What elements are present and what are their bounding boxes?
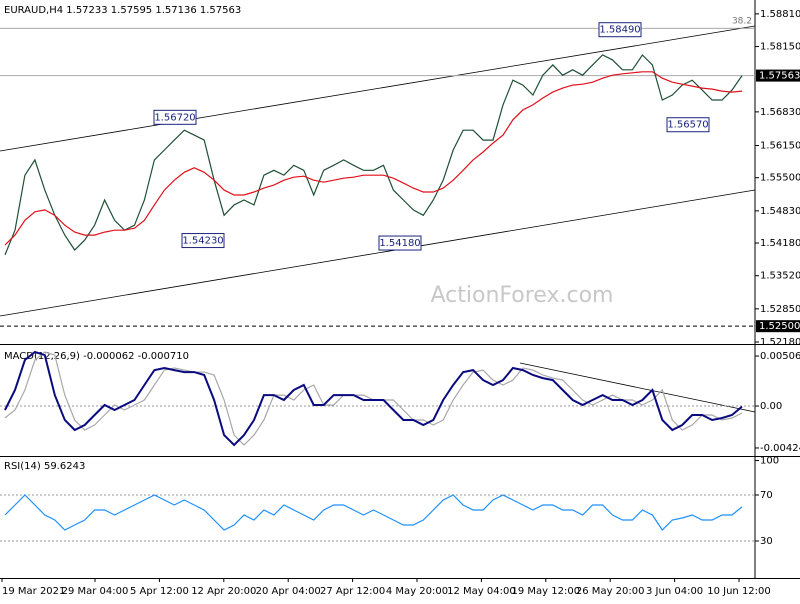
y-tick-label: 70 bbox=[760, 490, 773, 501]
y-tick-label: 0.00 bbox=[760, 401, 782, 412]
x-tick-label: 20 Apr 04:00 bbox=[256, 586, 321, 597]
x-tick-label: 29 Mar 04:00 bbox=[62, 586, 129, 597]
price-label: 1.57563 bbox=[759, 71, 800, 82]
x-tick-label: 12 May 04:00 bbox=[447, 586, 516, 597]
series-line bbox=[4, 350, 743, 447]
fib-label: 38.2 bbox=[732, 17, 752, 27]
y-tick-label: 30 bbox=[760, 536, 773, 547]
rsi-title: RSI(14) 59.6243 bbox=[4, 461, 85, 472]
annotation-box bbox=[378, 235, 422, 251]
x-tick-label: 4 May 20:00 bbox=[386, 586, 448, 597]
price-box bbox=[756, 69, 800, 82]
macd-trendline bbox=[519, 362, 756, 413]
annotation-label: 1.58490 bbox=[599, 25, 640, 36]
channel-upper bbox=[0, 25, 756, 152]
x-tick-label: 19 May 12:00 bbox=[512, 586, 581, 597]
y-tick-label: 1.56830 bbox=[760, 107, 800, 118]
annotation-box bbox=[598, 22, 642, 38]
annotation-box bbox=[153, 109, 197, 125]
y-tick-label: 1.53520 bbox=[760, 271, 800, 282]
y-tick-label: 1.56150 bbox=[760, 141, 800, 152]
y-tick-label: 0.005062 bbox=[760, 351, 800, 362]
x-tick-label: 10 Jun 12:00 bbox=[707, 586, 771, 597]
x-tick-label: 19 Mar 2021 bbox=[2, 586, 65, 597]
x-tick-label: 26 May 20:00 bbox=[576, 586, 645, 597]
annotation-box bbox=[181, 233, 225, 249]
channel-lower bbox=[0, 189, 756, 317]
series-line bbox=[4, 54, 743, 256]
y-tick-label: 1.52850 bbox=[760, 304, 800, 315]
chart-title: EURAUD,H4 1.57233 1.57595 1.57136 1.5756… bbox=[4, 5, 241, 16]
level-box bbox=[756, 320, 800, 333]
y-tick-label: 100 bbox=[760, 456, 779, 467]
level-label: 1.52500 bbox=[759, 321, 800, 332]
y-tick-label: -0.004248 bbox=[760, 443, 800, 454]
y-tick-label: 1.54180 bbox=[760, 238, 800, 249]
y-tick-label: 1.58810 bbox=[760, 9, 800, 20]
y-tick-label: 1.54830 bbox=[760, 206, 800, 217]
series-line bbox=[4, 494, 743, 531]
annotation-label: 1.56720 bbox=[154, 112, 195, 123]
annotation-label: 1.56570 bbox=[667, 120, 708, 131]
annotation-box bbox=[666, 117, 710, 133]
y-tick-label: 1.55500 bbox=[760, 173, 800, 184]
x-tick-label: 3 Jun 04:00 bbox=[646, 586, 703, 597]
macd-title: MACD(12,26,9) -0.000062 -0.000710 bbox=[4, 351, 189, 362]
y-tick-label: 1.52180 bbox=[760, 337, 800, 348]
x-tick-label: 12 Apr 20:00 bbox=[191, 586, 256, 597]
y-tick-label: 1.58150 bbox=[760, 42, 800, 53]
x-tick-label: 5 Apr 12:00 bbox=[130, 586, 189, 597]
x-tick-label: 27 Apr 12:00 bbox=[320, 586, 385, 597]
watermark: ActionForex.com bbox=[431, 283, 614, 308]
annotation-label: 1.54180 bbox=[379, 238, 420, 249]
annotation-label: 1.54230 bbox=[182, 236, 223, 247]
series-line bbox=[4, 71, 743, 246]
